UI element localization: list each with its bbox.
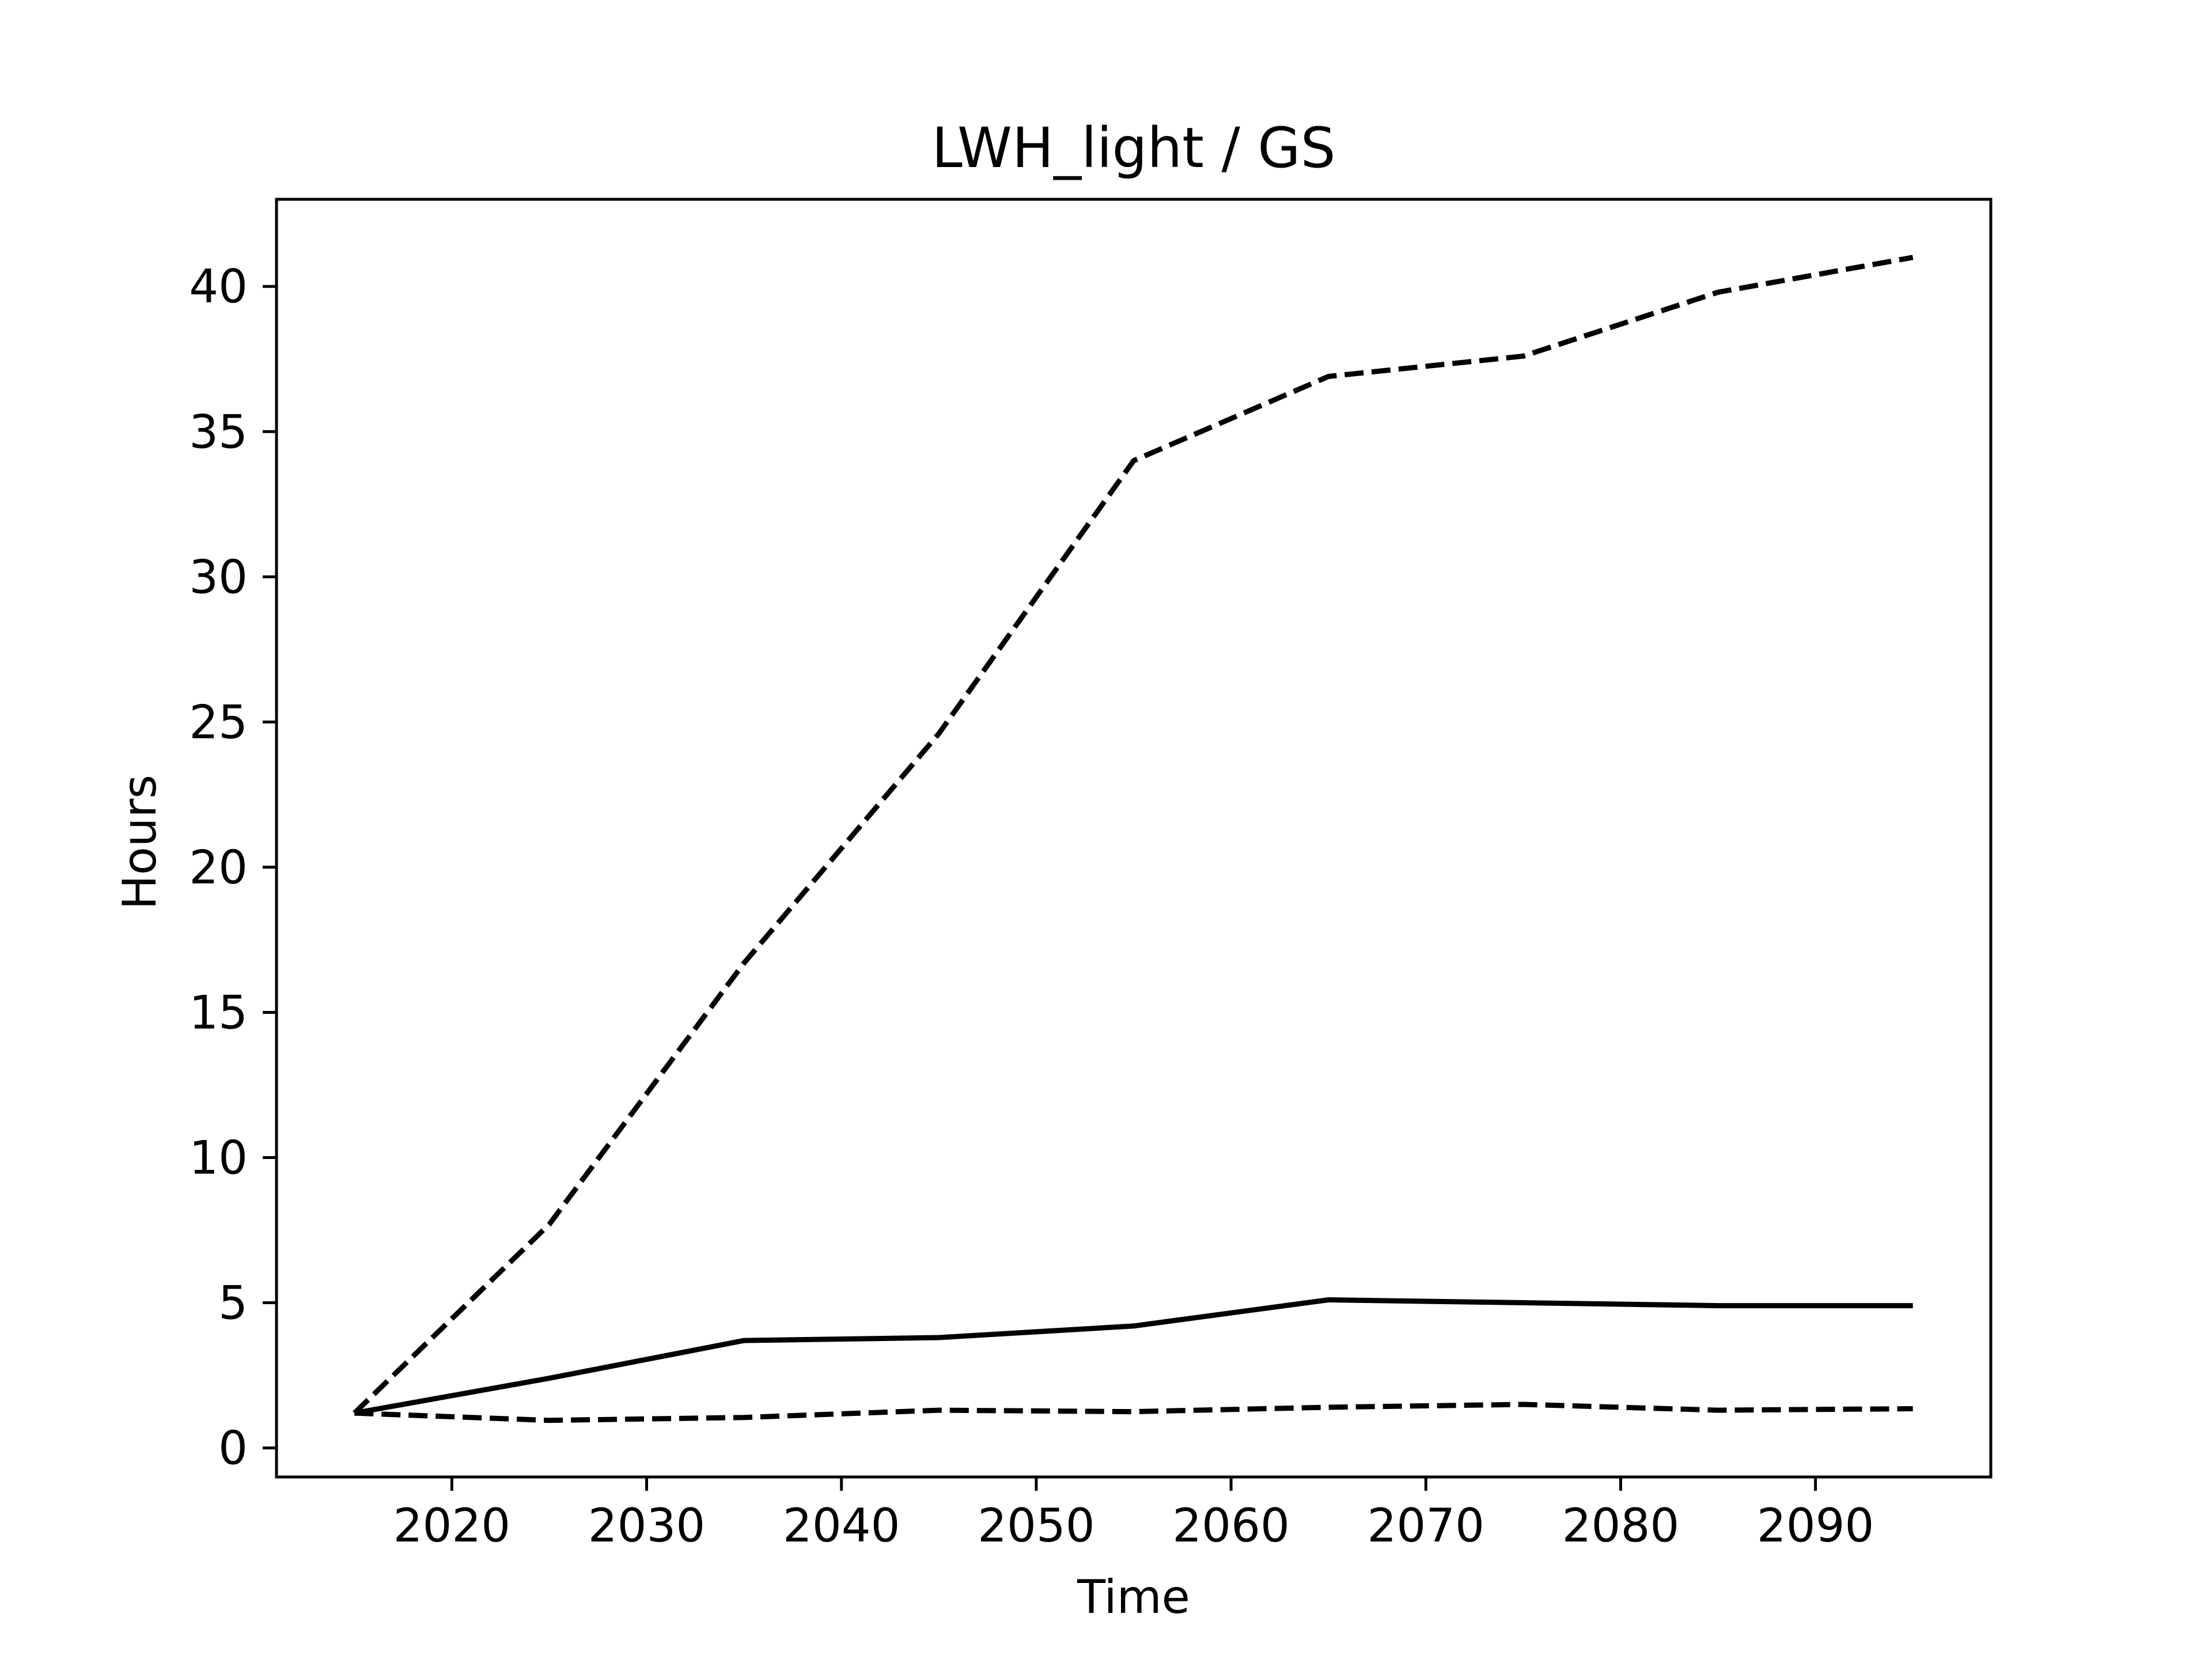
x-tick-label: 2070 [1367, 1499, 1484, 1552]
x-tick-label: 2050 [978, 1499, 1095, 1552]
x-axis-ticks: 2020 2030 2040 2050 2060 2070 2080 2090 [393, 1477, 1874, 1552]
y-tick-label: 5 [218, 1277, 248, 1330]
y-axis-label: Hours [113, 775, 166, 910]
y-tick-label: 20 [189, 840, 248, 894]
chart-title: LWH_light / GS [931, 116, 1335, 180]
plot-frame [275, 198, 1993, 1479]
x-tick-label: 2030 [588, 1499, 706, 1552]
y-tick-label: 0 [218, 1422, 248, 1475]
y-axis-ticks: 0 5 10 15 20 25 30 35 40 [189, 260, 276, 1475]
series-line-2-solid [354, 1297, 1913, 1416]
series-line-3-dashed [354, 1402, 1913, 1423]
series-layer [353, 255, 1914, 1423]
x-tick-label: 2080 [1562, 1499, 1680, 1552]
x-axis-label: Time [1077, 1570, 1190, 1624]
y-tick-label: 15 [189, 986, 248, 1039]
y-tick-label: 30 [189, 550, 248, 604]
y-tick-label: 40 [189, 260, 248, 313]
y-tick-label: 35 [189, 405, 248, 459]
x-tick-label: 2040 [783, 1499, 900, 1552]
y-tick-label: 25 [189, 695, 248, 749]
series-line-1-dashed [353, 255, 1914, 1415]
y-tick-label: 10 [189, 1131, 248, 1185]
x-tick-label: 2020 [393, 1499, 511, 1552]
x-tick-label: 2060 [1172, 1499, 1290, 1552]
x-tick-label: 2090 [1757, 1499, 1874, 1552]
